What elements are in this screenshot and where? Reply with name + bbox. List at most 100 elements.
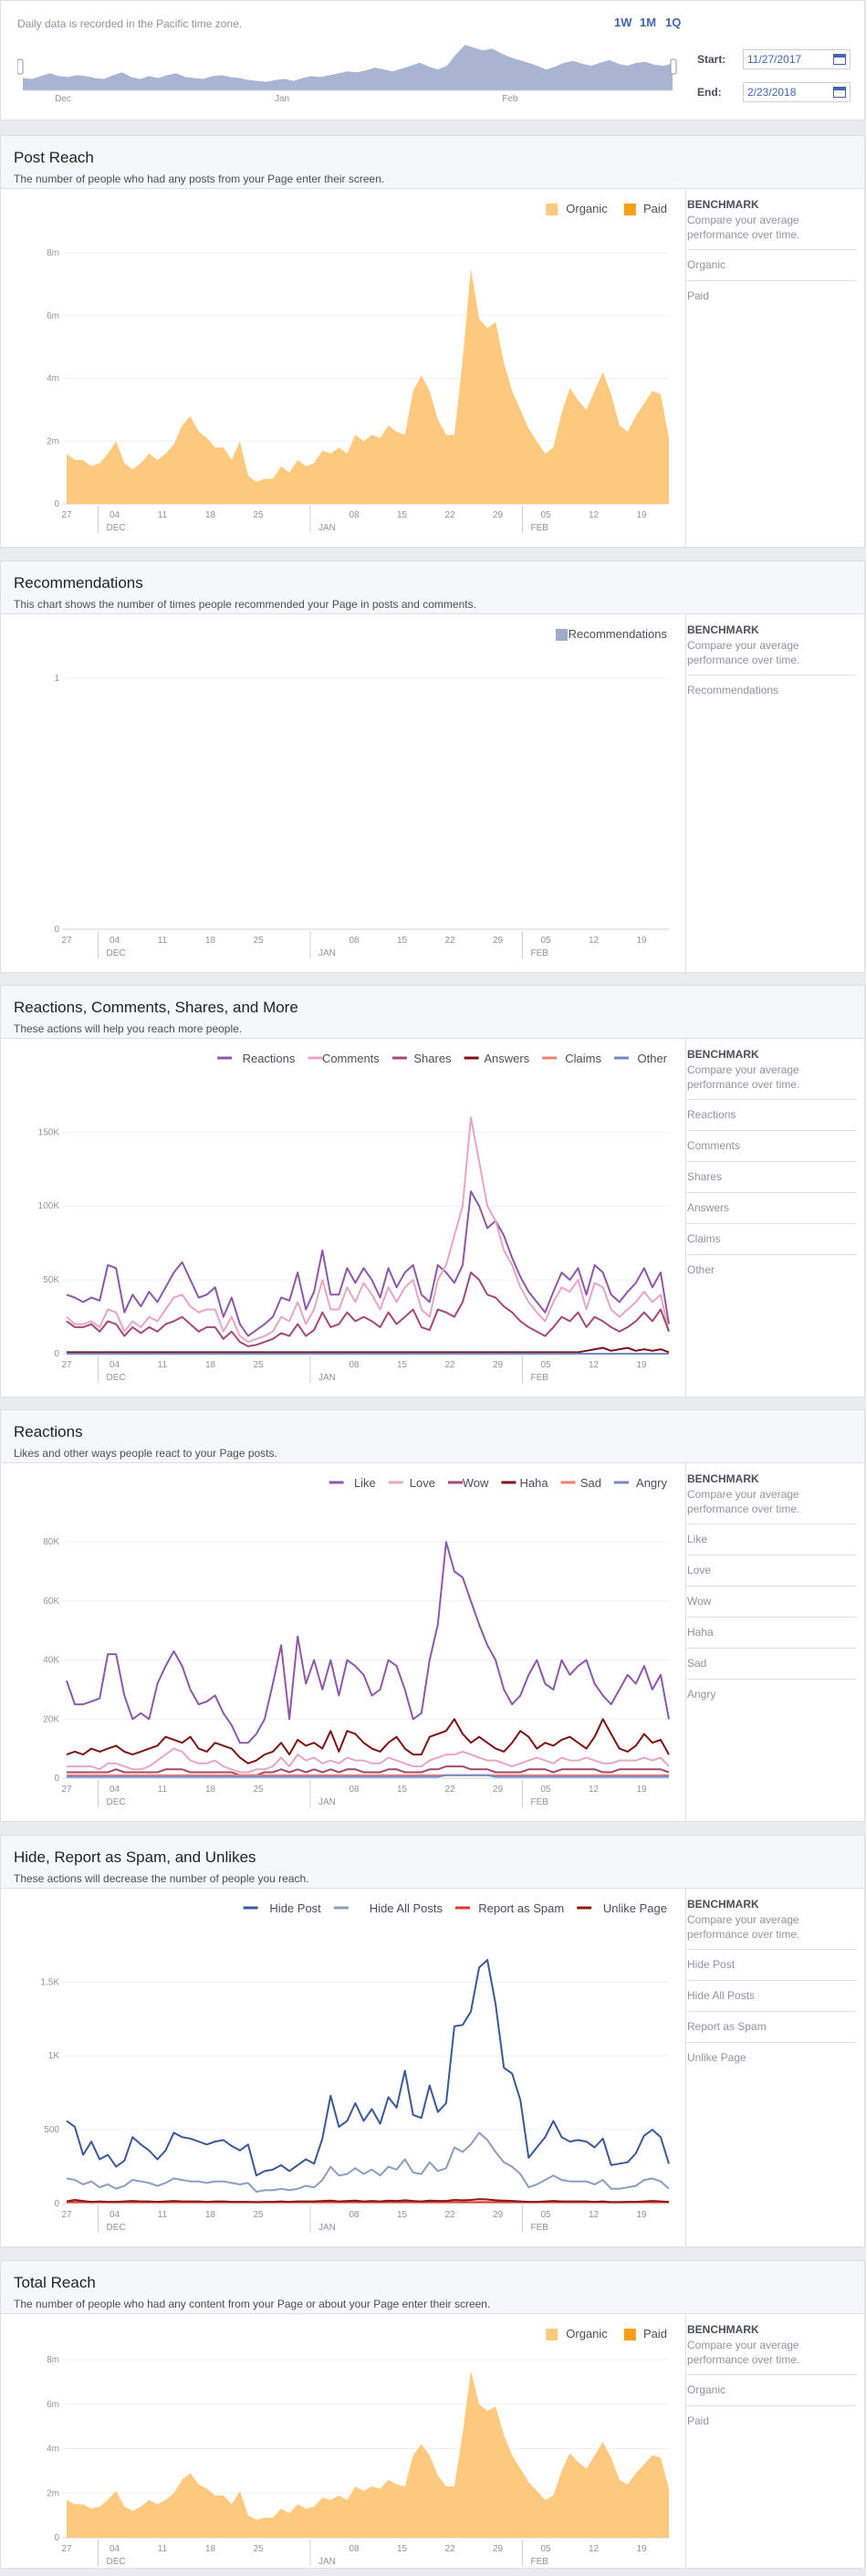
benchmark-item[interactable]: Like	[687, 1524, 857, 1555]
section-subtitle: These actions will decrease the number o…	[14, 1872, 309, 1885]
benchmark-item[interactable]: Reactions	[687, 1099, 857, 1130]
divider	[685, 189, 686, 547]
month-label: JAN	[318, 523, 336, 533]
benchmark-item[interactable]: Report as Spam	[687, 2011, 857, 2042]
legend-label: Comments	[322, 1052, 380, 1065]
benchmark-title: BENCHMARK	[687, 1048, 759, 1061]
section-body: BENCHMARK Compare your average performanc…	[1, 614, 864, 972]
x-tick-label: 11	[158, 510, 168, 520]
month-label: FEB	[531, 1373, 549, 1383]
overview-handle-right[interactable]	[670, 58, 677, 75]
x-tick-label: 19	[636, 510, 647, 520]
benchmark-item[interactable]: Shares	[687, 1161, 857, 1192]
legend-label: Answers	[484, 1052, 529, 1065]
legend-swatch	[546, 204, 558, 215]
end-date-input[interactable]: 2/23/2018	[743, 82, 850, 102]
y-tick-label: 4m	[47, 374, 59, 384]
benchmark-item[interactable]: Organic	[687, 249, 857, 280]
series-line-reactions	[66, 1190, 670, 1337]
series-line-shares	[66, 1272, 670, 1347]
start-label: Start:	[697, 53, 726, 66]
date-range-card: Daily data is recorded in the Pacific ti…	[0, 0, 865, 120]
legend-label: Sad	[580, 1476, 601, 1490]
chart-reactions[interactable]: Angry Sad Haha Wow Love Like 0 20K 40K 60K 80K 27 04…	[1, 1463, 683, 1819]
x-tick-label: 12	[589, 1360, 600, 1370]
benchmark-item[interactable]: Comments	[687, 1130, 857, 1161]
benchmark-item[interactable]: Love	[687, 1555, 857, 1586]
benchmark-item[interactable]: Haha	[687, 1617, 857, 1648]
calendar-icon[interactable]	[833, 87, 846, 98]
x-tick-label: 25	[253, 1360, 264, 1370]
x-tick-label: 29	[493, 1360, 504, 1370]
range-1q-button[interactable]: 1Q	[665, 16, 682, 29]
x-tick-label: 04	[110, 936, 120, 946]
x-tick-label: 05	[540, 936, 551, 946]
x-tick-label: 27	[61, 510, 72, 520]
section-title: Reactions	[14, 1423, 83, 1440]
series-line-hide-all-posts	[66, 2131, 670, 2194]
benchmark-item[interactable]: Hide Post	[687, 1949, 857, 1980]
benchmark-item[interactable]: Paid	[687, 280, 857, 311]
y-tick-label: 0	[54, 499, 59, 509]
series-area-organic	[67, 268, 669, 504]
benchmark-item[interactable]: Unlike Page	[687, 2042, 857, 2073]
legend-label: Organic	[566, 2327, 608, 2340]
section-title: Post Reach	[14, 149, 94, 166]
benchmark-item[interactable]: Paid	[687, 2405, 857, 2436]
month-label: FEB	[531, 2223, 549, 2233]
timezone-note: Daily data is recorded in the Pacific ti…	[17, 17, 243, 30]
benchmark-item[interactable]: Sad	[687, 1648, 857, 1679]
x-tick-label: 11	[158, 936, 168, 946]
x-tick-label: 27	[61, 2544, 72, 2554]
chart-hide-report[interactable]: Unlike Page Report as Spam Hide All Posts H…	[1, 1889, 683, 2245]
benchmark-item[interactable]: Angry	[687, 1679, 857, 1710]
range-1m-button[interactable]: 1M	[640, 16, 657, 29]
x-tick-label: 27	[61, 1360, 72, 1370]
divider	[685, 614, 686, 972]
overview-month-label: Dec	[55, 94, 71, 104]
overview-handle-left[interactable]	[17, 58, 24, 75]
month-label: DEC	[107, 1797, 126, 1807]
series-line-love	[67, 1747, 670, 1774]
calendar-icon[interactable]	[833, 54, 846, 65]
y-tick-label: 0	[54, 2533, 59, 2543]
x-tick-label: 04	[110, 2544, 120, 2554]
section-subtitle: Likes and other ways people react to you…	[14, 1447, 277, 1460]
x-tick-label: 25	[253, 510, 264, 520]
section-header: Reactions Likes and other ways people rea…	[1, 1410, 864, 1463]
section-total-reach: Total Reach The number of people who had …	[0, 2260, 865, 2569]
y-tick-label: 0	[54, 925, 59, 935]
benchmark-item[interactable]: Organic	[687, 2374, 857, 2405]
chart-total-reach[interactable]: Paid Organic 0 2m 4m 6m 8m 27 04 11 18 25 08 15 22 29 05…	[1, 2314, 683, 2566]
y-tick-label: 6m	[47, 311, 59, 321]
range-1w-button[interactable]: 1W	[614, 16, 632, 29]
chart-post-reach[interactable]: Paid Organic 0 2m 4m 6m 8m 27 04 11 18 25 08 15 22 29 05…	[1, 189, 683, 545]
legend-label: Unlike Page	[603, 1901, 667, 1915]
legend-label: Haha	[520, 1476, 549, 1490]
benchmark-item[interactable]: Wow	[687, 1586, 857, 1617]
benchmark-item[interactable]: Claims	[687, 1223, 857, 1254]
legend-label: Organic	[566, 202, 608, 215]
legend-label: Paid	[643, 202, 667, 215]
y-tick-label: 150K	[38, 1127, 60, 1137]
benchmark-subtitle: Compare your average performance over ti…	[687, 214, 800, 241]
legend-label: Hide All Posts	[370, 1901, 443, 1915]
series-line-wow	[67, 1765, 670, 1776]
section-header: Recommendations This chart shows the numb…	[1, 561, 864, 614]
overview-timeline[interactable]: Dec Jan Feb	[17, 37, 683, 116]
benchmark-item[interactable]: Hide All Posts	[687, 1980, 857, 2011]
legend-swatch	[623, 2329, 636, 2340]
benchmark-item[interactable]: Other	[687, 1254, 857, 1285]
section-title: Recommendations	[14, 574, 143, 592]
chart-recommendations[interactable]: Recommendations 0 1 27 04 11 18 25 08 15 22 29 05 12 1…	[1, 614, 683, 970]
x-tick-label: 18	[205, 1785, 216, 1795]
y-tick-label: 2m	[47, 436, 59, 446]
x-tick-label: 08	[349, 936, 360, 946]
x-tick-label: 25	[253, 2544, 264, 2554]
start-date-input[interactable]: 11/27/2017	[743, 49, 850, 69]
section-title: Hide, Report as Spam, and Unlikes	[14, 1848, 256, 1866]
benchmark-item[interactable]: Answers	[687, 1192, 857, 1223]
benchmark-item[interactable]: Recommendations	[687, 675, 857, 706]
x-tick-label: 18	[205, 510, 216, 520]
chart-reactions-comments[interactable]: Other Claims Answers Shares Comments Reaction…	[1, 1039, 683, 1395]
